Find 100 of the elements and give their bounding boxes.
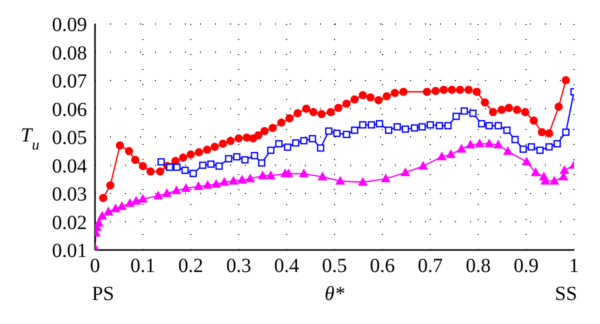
point — [444, 122, 452, 130]
point — [390, 88, 399, 98]
x-tick-label: 0.1 — [130, 255, 156, 278]
point — [512, 106, 522, 114]
point — [366, 93, 375, 102]
point — [179, 154, 188, 162]
x-tick-label: 0 — [90, 255, 100, 278]
point — [104, 207, 113, 216]
point — [418, 123, 426, 130]
point — [544, 129, 554, 138]
point — [394, 123, 401, 130]
point — [260, 126, 269, 136]
point — [456, 86, 464, 94]
point — [292, 139, 300, 147]
point — [452, 112, 460, 120]
point — [342, 130, 350, 138]
point — [156, 167, 164, 176]
point — [384, 126, 392, 134]
point — [484, 139, 494, 148]
point — [520, 146, 527, 153]
point — [538, 128, 546, 136]
point — [116, 141, 124, 150]
point — [431, 86, 440, 96]
y-tick-label: 0.07 — [52, 70, 87, 93]
point — [299, 169, 308, 178]
point — [318, 172, 328, 180]
point — [294, 109, 302, 118]
point — [382, 92, 391, 100]
point — [186, 150, 195, 159]
point — [250, 152, 258, 160]
point — [162, 188, 172, 197]
point — [226, 136, 235, 146]
point — [99, 194, 108, 202]
point — [234, 134, 243, 143]
point — [266, 171, 276, 180]
y-tick-label: 0.09 — [52, 14, 87, 36]
point — [381, 174, 390, 182]
point — [182, 184, 191, 192]
x-tick-label: 0.2 — [178, 255, 204, 278]
point — [117, 202, 126, 210]
x-tick-label: 1 — [569, 255, 579, 278]
point — [464, 86, 473, 94]
point — [111, 204, 120, 212]
point — [478, 120, 486, 128]
point — [418, 161, 428, 170]
point — [376, 120, 384, 128]
point — [172, 186, 181, 194]
point — [469, 110, 477, 117]
x-tick-label: 0.9 — [514, 255, 539, 278]
point — [333, 130, 341, 137]
point — [475, 139, 484, 148]
point — [125, 198, 134, 207]
point — [194, 182, 203, 190]
point — [241, 156, 249, 164]
x-tick-label: 0.7 — [418, 255, 443, 278]
point — [530, 116, 538, 125]
point — [138, 162, 147, 170]
point — [258, 159, 266, 167]
point — [550, 176, 559, 185]
point — [308, 135, 316, 142]
point — [131, 156, 140, 164]
point — [486, 122, 493, 130]
point — [402, 125, 410, 133]
point — [460, 107, 468, 115]
point — [374, 96, 383, 104]
point — [437, 152, 446, 160]
y-axis-title: T$_{u}$ — [20, 124, 40, 154]
point — [498, 106, 506, 114]
point — [448, 86, 456, 94]
point — [536, 146, 544, 154]
point — [212, 179, 221, 188]
point — [258, 171, 268, 180]
point — [181, 166, 189, 174]
point — [521, 108, 530, 116]
point — [368, 121, 376, 129]
point — [336, 176, 345, 185]
point — [132, 196, 141, 205]
point — [326, 108, 335, 116]
point — [300, 137, 308, 144]
point — [554, 140, 561, 148]
point — [358, 91, 367, 100]
point — [207, 160, 215, 168]
text: SS — [554, 283, 578, 305]
point — [268, 124, 277, 132]
point — [522, 157, 532, 166]
point — [528, 143, 536, 151]
point — [426, 121, 434, 129]
point — [456, 144, 466, 153]
point — [238, 175, 247, 184]
point — [224, 155, 232, 162]
point — [124, 147, 134, 156]
point — [400, 168, 410, 176]
text: PS — [92, 283, 114, 305]
point — [157, 158, 165, 166]
x-tick-label: 0.4 — [274, 255, 300, 278]
point — [446, 150, 456, 158]
point — [422, 88, 432, 96]
y-tick-label: 0.08 — [52, 42, 87, 64]
x-tick-label: 0.6 — [370, 255, 395, 278]
point — [190, 170, 197, 178]
